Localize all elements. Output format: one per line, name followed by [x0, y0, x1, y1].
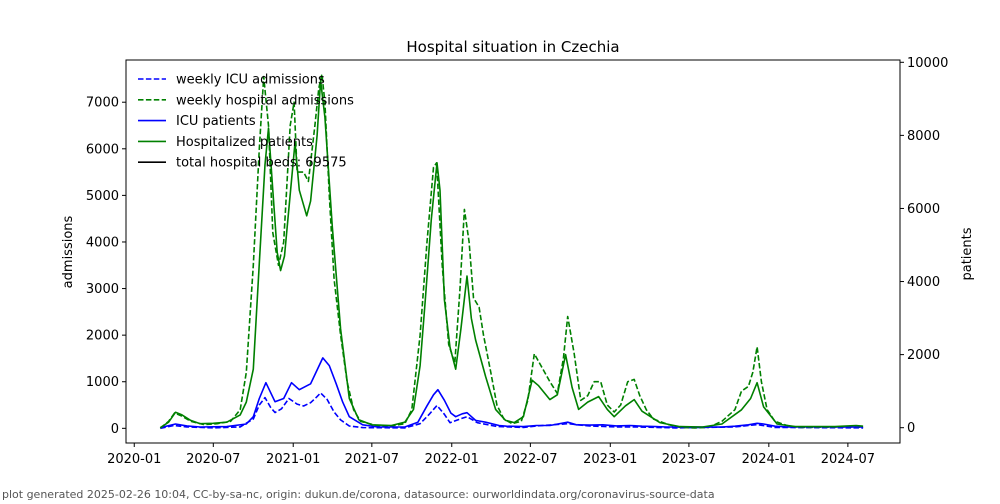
x-tick-label: 2020-07	[186, 452, 240, 467]
footer-credit: plot generated 2025-02-26 10:04, CC-by-s…	[2, 488, 715, 500]
x-tick-label: 2023-07	[662, 452, 716, 467]
series-line-icu-patients	[160, 357, 864, 429]
y-left-tick-label: 2000	[86, 329, 119, 344]
x-axis: 2020-01 2020-07 2021-01 2021-07 2022-01 2022-…	[107, 443, 875, 467]
legend-label: weekly hospital admissions	[176, 93, 354, 108]
x-tick-label: 2022-01	[425, 452, 479, 467]
y-left-tick-label: 1000	[86, 375, 119, 390]
series-line-weekly-hospital-admissions	[159, 73, 864, 429]
y-right-tick-label: 0	[907, 421, 915, 436]
y-left-tick-label: 7000	[86, 96, 119, 111]
legend-label: Hospitalized patients	[176, 135, 313, 150]
y-axis-right: 0 2000 4000 6000 8000 10000	[900, 56, 948, 436]
x-tick-label: 2024-07	[821, 452, 875, 467]
y-right-tick-label: 10000	[907, 56, 948, 71]
y-left-tick-label: 3000	[86, 282, 119, 297]
chart-title: Hospital situation in Czechia	[406, 38, 619, 56]
legend-label: weekly ICU admissions	[176, 73, 325, 88]
y-axis-left-label: admissions	[61, 215, 76, 288]
x-tick-label: 2023-01	[583, 452, 637, 467]
y-right-tick-label: 6000	[907, 202, 940, 217]
y-axis-left: 0 1000 2000 3000 4000 5000 6000 7000	[86, 96, 126, 437]
legend-label: ICU patients	[176, 114, 256, 129]
y-left-tick-label: 5000	[86, 189, 119, 204]
x-tick-label: 2020-01	[107, 452, 161, 467]
y-left-tick-label: 4000	[86, 235, 119, 250]
y-left-tick-label: 6000	[86, 142, 119, 157]
series-line-hospitalized-patients	[159, 79, 864, 429]
y-axis-right-label: patients	[960, 227, 975, 280]
legend-label: total hospital beds: 69575	[176, 156, 347, 171]
plot-frame	[125, 59, 901, 444]
series-line-weekly-icu-admissions	[160, 392, 864, 430]
x-tick-label: 2021-07	[345, 452, 399, 467]
x-tick-label: 2022-07	[503, 452, 557, 467]
legend: weekly ICU admissions weekly hospital adm…	[138, 73, 354, 171]
y-left-tick-label: 0	[111, 422, 119, 437]
y-right-tick-label: 4000	[907, 275, 940, 290]
y-right-tick-label: 2000	[907, 348, 940, 363]
x-tick-label: 2024-01	[742, 452, 796, 467]
x-tick-label: 2021-01	[266, 452, 320, 467]
plot-lines	[159, 73, 864, 430]
y-right-tick-label: 8000	[907, 129, 940, 144]
